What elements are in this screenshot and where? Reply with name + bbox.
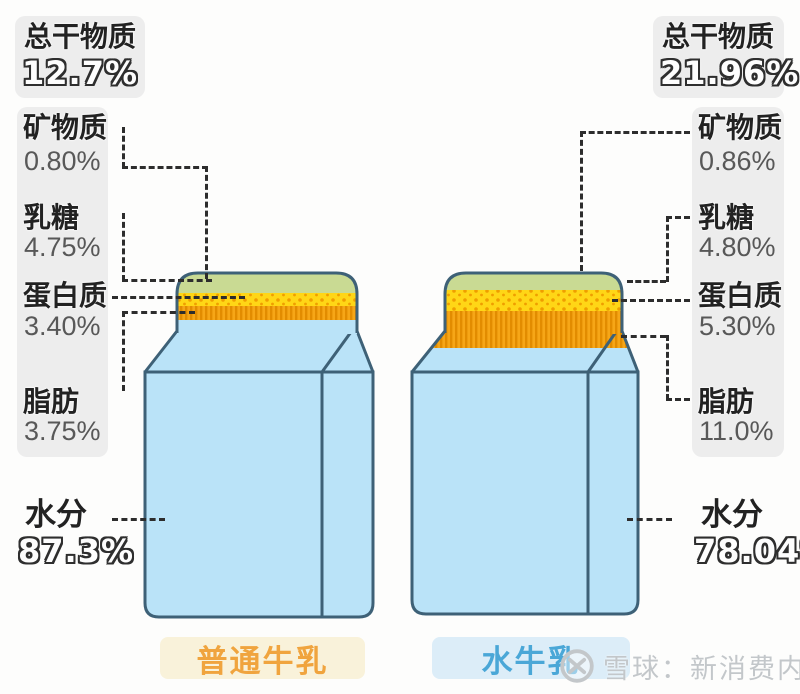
tag-buffalo-milk: 水牛乳 [432,637,630,680]
carton-left-water-layer [143,370,375,619]
left-protein-value: 3.40% [24,311,101,341]
right-total-value: 21.96% [660,54,800,92]
left-mineral-label: 矿物质 [23,111,108,144]
left-items-card [17,107,108,457]
right-protein-label: 蛋白质 [698,279,783,312]
left-total-card [15,16,145,98]
carton-buffalo-milk-illustration [410,271,640,616]
carton-left-shoulder [143,329,375,374]
carton-right-water-layer [410,370,640,616]
left-water-label: 水分 [25,497,87,533]
watermark-text: 雪球：新消费内参 [603,653,800,685]
tag-regular-milk-label: 普通牛乳 [196,643,329,680]
watermark: 雪球：新消费内参 [556,645,800,687]
carton-left-cap-outline [175,271,359,333]
left-total-label: 总干物质 [24,20,137,53]
right-protein-value: 5.30% [699,311,776,341]
right-total-label: 总干物质 [662,20,775,53]
right-mineral-label: 矿物质 [698,111,783,144]
left-fat-value: 3.75% [24,416,101,446]
left-total-value: 12.7% [22,54,139,92]
right-fat-label: 脂肪 [698,385,755,418]
left-lactose-value: 4.75% [24,232,101,262]
carton-right-cap-outline [443,271,624,333]
right-lactose-value: 4.80% [699,232,776,262]
right-mineral-value: 0.86% [699,146,776,176]
right-lactose-label: 乳糖 [698,201,755,234]
right-fat-value: 11.0% [699,416,774,446]
carton-right-gable-line [586,331,618,373]
right-items-card [692,107,784,457]
tag-regular-milk: 普通牛乳 [160,637,365,680]
xueqiu-logo-icon [560,649,594,683]
carton-left-lactose-layer [177,273,357,293]
right-water-label: 水分 [701,497,763,533]
carton-left-gable-line [320,331,353,373]
right-total-card [653,16,784,98]
left-lactose-label: 乳糖 [23,201,80,234]
left-water-value: 87.3% [18,532,135,570]
right-water-value: 78.04% [694,532,800,570]
left-protein-label: 蛋白质 [23,279,108,312]
carton-regular-milk-illustration [143,271,375,619]
left-mineral-value: 0.80% [24,146,101,176]
carton-right-lactose-layer [445,273,622,290]
left-fat-label: 脂肪 [23,385,80,418]
